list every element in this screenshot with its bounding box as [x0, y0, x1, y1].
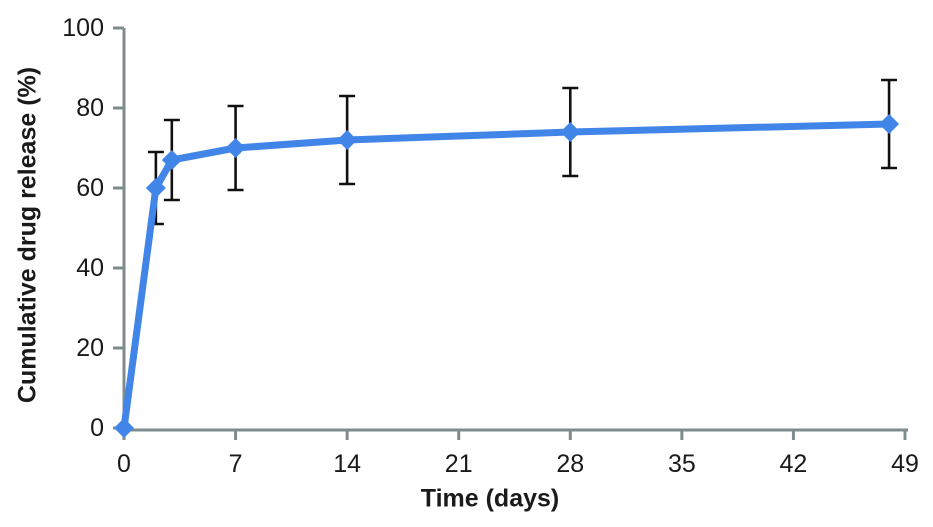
x-tick-label: 42	[780, 450, 808, 478]
data-point-marker	[145, 178, 166, 198]
data-point-marker	[337, 130, 358, 150]
y-tick-label: 80	[76, 94, 104, 122]
y-axis-title: Cumulative drug release (%)	[13, 66, 42, 404]
x-tick-label: 28	[556, 450, 584, 478]
y-tick-label: 0	[90, 414, 104, 442]
y-tick-label: 20	[76, 334, 104, 362]
x-tick-label: 0	[117, 450, 131, 478]
x-tick-label: 14	[333, 450, 361, 478]
y-tick-label: 100	[62, 14, 104, 42]
y-tick-label: 40	[76, 254, 104, 282]
x-tick-label: 7	[229, 450, 243, 478]
data-point-marker	[225, 138, 246, 158]
data-point-marker	[879, 114, 900, 134]
x-axis-title: Time (days)	[420, 484, 560, 513]
x-tick-label: 21	[445, 450, 473, 478]
data-point-marker	[161, 150, 182, 170]
y-tick-label: 60	[76, 174, 104, 202]
x-tick-label: 49	[891, 450, 919, 478]
data-point-marker	[560, 122, 581, 142]
x-tick-label: 35	[668, 450, 696, 478]
data-point-marker	[114, 418, 134, 438]
series-line	[120, 120, 893, 432]
